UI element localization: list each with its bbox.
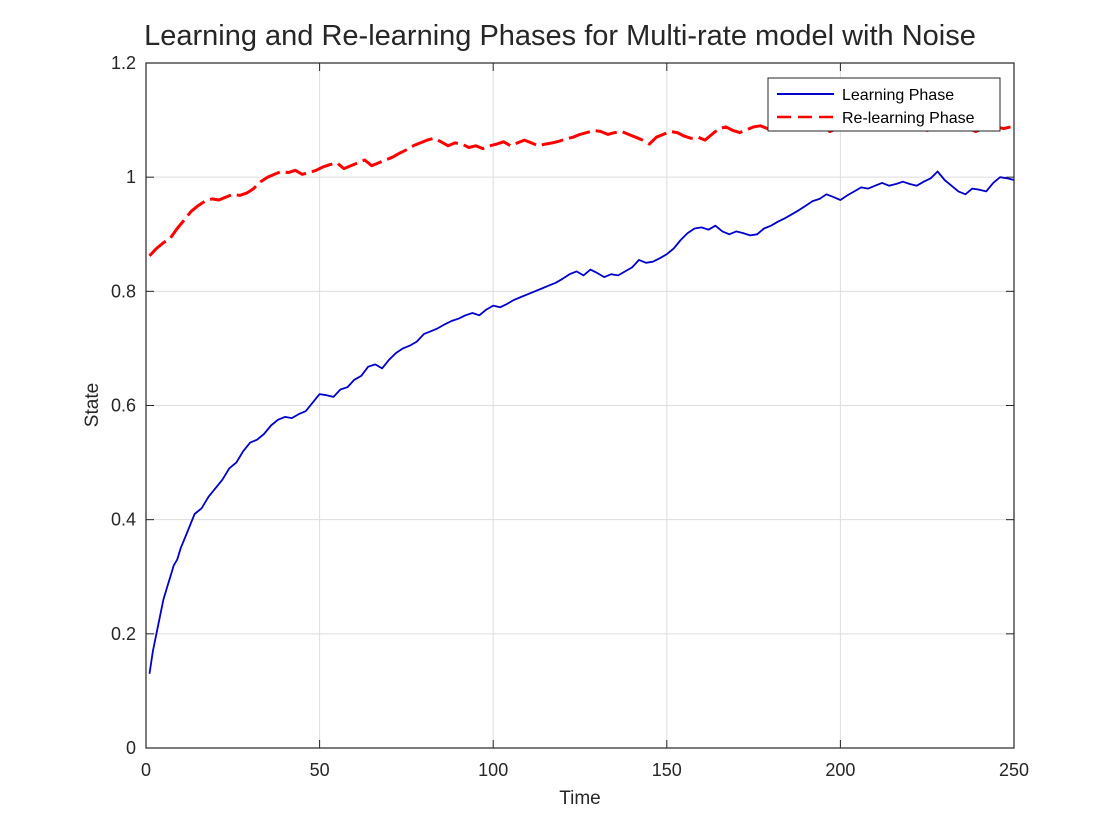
x-tick-label: 50	[310, 760, 330, 780]
x-tick-label: 200	[825, 760, 855, 780]
legend-label-relearning: Re-learning Phase	[842, 110, 975, 127]
x-axis: 0 50 100 150 200 250	[141, 63, 1029, 780]
series-line-relearning	[148, 123, 1011, 257]
legend-label-learning: Learning Phase	[842, 87, 954, 104]
series-layer	[148, 123, 1015, 674]
x-axis-label: Time	[559, 788, 601, 809]
y-tick-label: 0.4	[111, 510, 136, 530]
y-axis: 0 0.2 0.4 0.6 0.8 1 1.2	[111, 53, 1014, 758]
legend: Learning Phase Re-learning Phase	[767, 77, 1001, 132]
x-tick-label: 100	[478, 760, 508, 780]
y-gridlines	[146, 62, 1014, 749]
x-tick-label: 0	[141, 760, 151, 780]
chart-title: Learning and Re-learning Phases for Mult…	[144, 20, 976, 52]
y-tick-label: 0.2	[111, 624, 136, 644]
y-tick-label: 0.6	[111, 396, 136, 416]
y-tick-label: 0	[126, 738, 136, 758]
x-tick-label: 250	[999, 760, 1029, 780]
legend-box	[767, 77, 1001, 132]
y-tick-label: 0.8	[111, 281, 136, 301]
series-line-learning	[148, 170, 1015, 674]
y-tick-label: 1.2	[111, 53, 136, 73]
x-tick-label: 150	[652, 760, 682, 780]
y-axis-label: State	[82, 383, 103, 427]
y-tick-label: 1	[126, 167, 136, 187]
